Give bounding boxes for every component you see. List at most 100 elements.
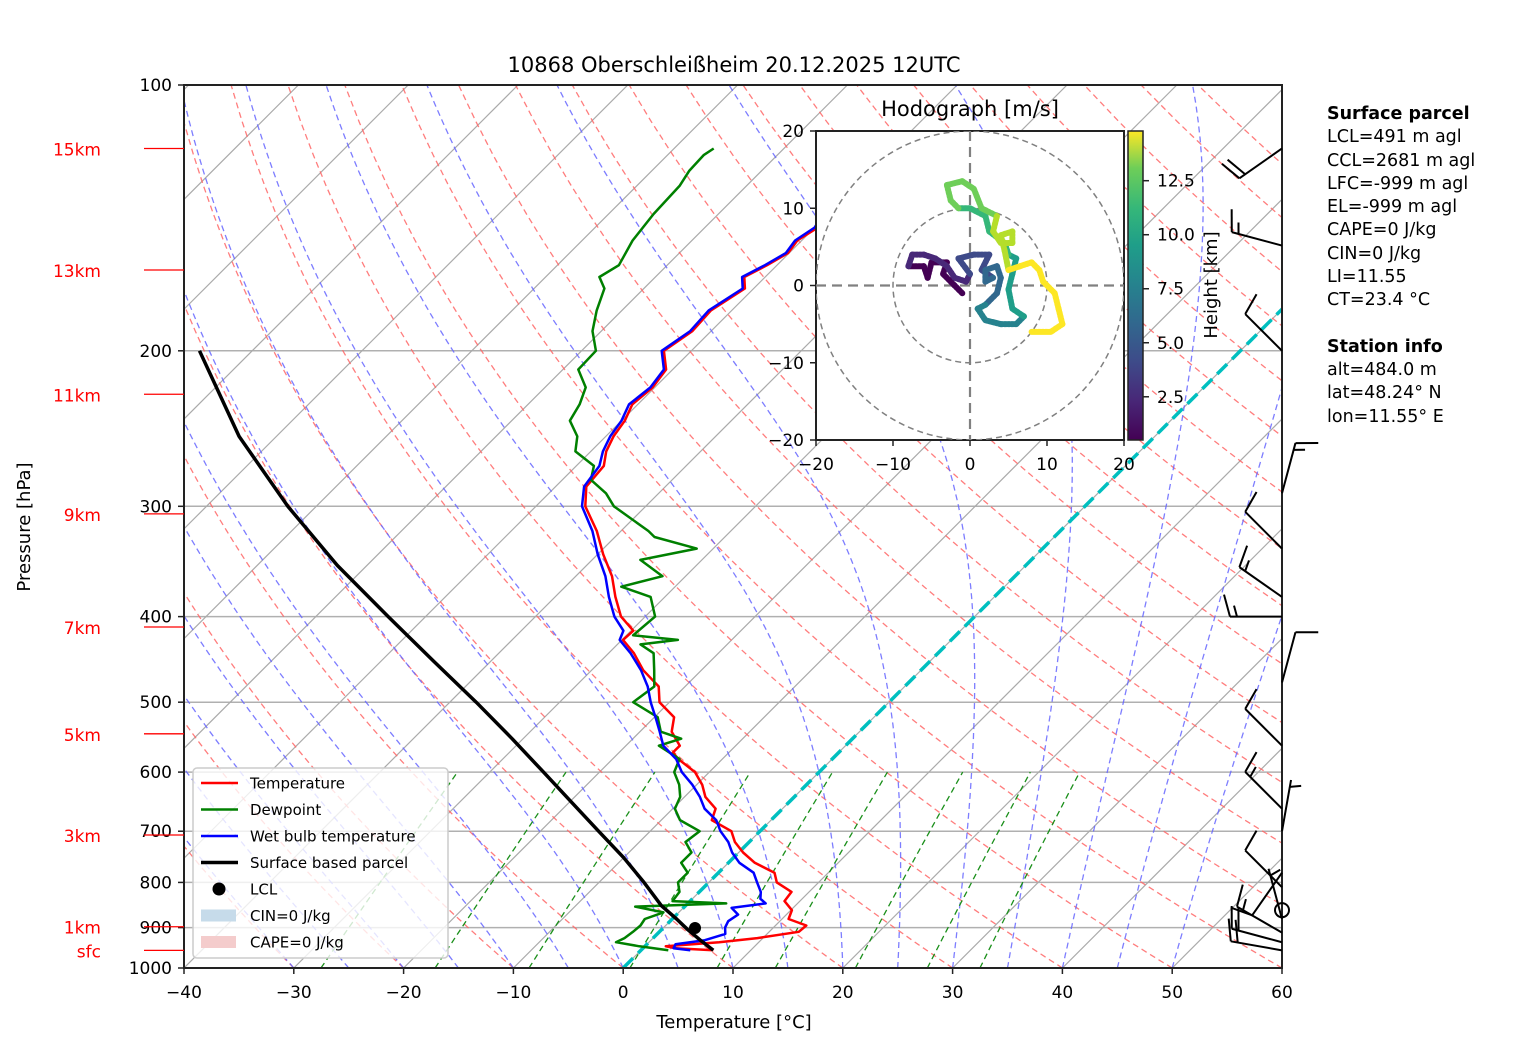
legend-entry: Wet bulb temperature bbox=[201, 828, 416, 846]
hodograph-segment bbox=[1005, 286, 1016, 312]
wind-barb bbox=[1244, 751, 1283, 810]
moist-adiabat bbox=[245, 85, 734, 968]
barb-staff bbox=[1244, 511, 1283, 550]
x-tick-label: 50 bbox=[1161, 983, 1183, 1003]
legend-swatch-patch bbox=[201, 936, 236, 948]
legend: Temperature Dewpoint Wet bulb temperature S… bbox=[192, 767, 449, 959]
barb-flag bbox=[1244, 491, 1258, 513]
moist-adiabat bbox=[184, 420, 569, 968]
dry-adiabat bbox=[230, 85, 953, 968]
surface-parcel-line: LCL=491 m agl bbox=[1327, 127, 1462, 148]
barb-flag bbox=[1223, 594, 1231, 617]
moist-adiabat bbox=[184, 525, 514, 968]
moist-adiabat bbox=[556, 85, 902, 968]
moist-adiabat bbox=[184, 288, 624, 968]
isotherm-line bbox=[512, 198, 1282, 968]
moist-adiabat bbox=[954, 85, 1073, 968]
legend-entry: CIN=0 J/kg bbox=[201, 907, 331, 925]
barb-staff bbox=[1230, 940, 1283, 952]
barb-staff bbox=[1236, 905, 1283, 934]
mixing-ratio-line bbox=[716, 771, 834, 968]
barb-staff bbox=[1231, 927, 1283, 944]
hodograph-segment bbox=[970, 185, 985, 212]
mixing-ratio-line bbox=[434, 771, 567, 968]
y-tick-label: 300 bbox=[140, 497, 172, 517]
height-markers: 15km 13km 11km 9km 7km 5km 3km 1km sfc bbox=[53, 140, 184, 962]
wind-barb bbox=[1221, 147, 1283, 180]
y-tick-label: 1000 bbox=[129, 959, 172, 979]
moist-adiabat bbox=[1116, 385, 1282, 968]
barb-flag bbox=[1244, 751, 1258, 773]
legend-label: Wet bulb temperature bbox=[250, 828, 416, 846]
wind-barb bbox=[1223, 594, 1282, 618]
isotherm-line bbox=[1061, 747, 1282, 968]
height-marker-label: 7km bbox=[64, 619, 101, 639]
dry-adiabat bbox=[856, 85, 1282, 493]
moist-adiabat bbox=[1061, 85, 1204, 968]
barb-staff bbox=[1238, 566, 1283, 598]
wind-barb bbox=[1244, 491, 1283, 550]
barb-staff bbox=[1231, 231, 1283, 247]
barb-flag bbox=[1226, 158, 1246, 176]
isotherm-line bbox=[184, 85, 409, 311]
dry-adiabat bbox=[514, 85, 1282, 844]
wind-barb bbox=[1244, 688, 1283, 747]
wind-barb bbox=[1230, 905, 1283, 944]
height-marker-label: sfc bbox=[77, 942, 101, 962]
hodograph-y-tick-label: −20 bbox=[768, 431, 804, 451]
barb-half-flag bbox=[1269, 868, 1281, 877]
hodograph: Hodograph [m/s] −20 −10 0 10 20 20 10 0 −10 −20 2… bbox=[768, 97, 1222, 475]
barb-staff bbox=[1251, 872, 1283, 916]
barb-half-flag bbox=[1242, 898, 1247, 911]
barb-flag bbox=[1244, 830, 1258, 851]
hodograph-segment bbox=[1001, 247, 1012, 274]
surface-parcel-line: LI=11.55 bbox=[1327, 267, 1407, 288]
colorbar-label: Height [km] bbox=[1201, 231, 1222, 338]
isotherm-line bbox=[184, 85, 739, 640]
legend-entry: Surface based parcel bbox=[201, 854, 408, 872]
x-tick-label: −10 bbox=[495, 983, 531, 1003]
height-marker-label: 13km bbox=[53, 262, 101, 282]
mixing-ratio-line bbox=[854, 771, 964, 968]
height-marker-label: 15km bbox=[53, 140, 101, 160]
x-tick-label: 0 bbox=[618, 983, 629, 1003]
surface-parcel-line: CT=23.4 °C bbox=[1327, 290, 1431, 311]
x-tick-label: 60 bbox=[1271, 983, 1293, 1003]
hodograph-y-tick-label: −10 bbox=[768, 354, 804, 374]
hodograph-title: Hodograph [m/s] bbox=[881, 97, 1059, 121]
colorbar-tick-label: 2.5 bbox=[1157, 388, 1184, 408]
station-info-line: alt=484.0 m bbox=[1327, 359, 1437, 380]
wind-barb bbox=[1238, 545, 1283, 598]
hodograph-y-tick-label: 0 bbox=[793, 277, 804, 297]
surface-parcel-line: CAPE=0 J/kg bbox=[1327, 220, 1437, 241]
height-marker-label: 1km bbox=[64, 919, 101, 939]
wind-barb bbox=[1274, 902, 1290, 919]
y-tick-label: 700 bbox=[140, 822, 172, 842]
hodograph-y-tick-label: 20 bbox=[782, 122, 804, 142]
isotherm-line bbox=[184, 85, 848, 750]
mixing-ratio-line bbox=[979, 771, 1081, 968]
y-tick-label: 200 bbox=[140, 342, 172, 362]
x-tick-label: 20 bbox=[832, 983, 854, 1003]
wetbulb-line bbox=[580, 148, 911, 952]
isotherm-line bbox=[842, 527, 1282, 968]
height-marker-label: 3km bbox=[64, 827, 101, 847]
x-tick-label: −40 bbox=[166, 983, 202, 1003]
colorbar-tick-label: 5.0 bbox=[1157, 334, 1184, 354]
hodograph-x-tick-label: −20 bbox=[798, 455, 834, 475]
hodograph-colorbar bbox=[1127, 130, 1144, 441]
info-panel: Surface parcel LCL=491 m agl CCL=2681 m … bbox=[1327, 103, 1475, 429]
surface-parcel-line: CIN=0 J/kg bbox=[1327, 243, 1422, 264]
legend-label: LCL bbox=[250, 881, 278, 899]
wind-barb bbox=[1244, 830, 1283, 888]
surface-parcel-line: LFC=-999 m agl bbox=[1327, 173, 1469, 194]
dry-adiabat bbox=[184, 454, 624, 968]
isotherm-line bbox=[732, 418, 1282, 968]
hodograph-y-tick-label: 10 bbox=[782, 199, 804, 219]
moist-adiabat bbox=[1171, 613, 1282, 968]
wind-barb bbox=[1230, 872, 1283, 917]
legend-label: Dewpoint bbox=[250, 801, 321, 819]
legend-entry: Dewpoint bbox=[201, 801, 321, 819]
hodograph-x-tick-label: −10 bbox=[875, 455, 911, 475]
dry-adiabat bbox=[458, 85, 1282, 906]
